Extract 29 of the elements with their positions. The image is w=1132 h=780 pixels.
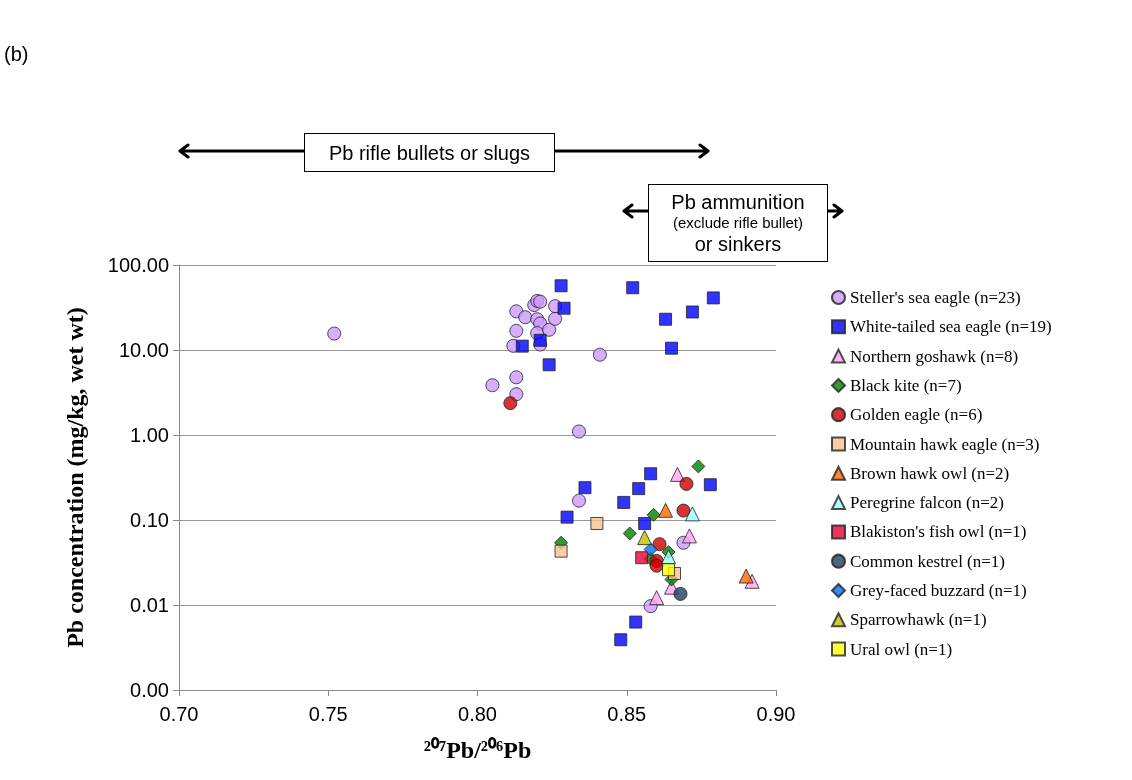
- x-axis-title: ²⁰⁷Pb/²⁰⁶Pb: [423, 737, 532, 763]
- x-tick-label: 0.80: [458, 703, 497, 725]
- legend-label: Golden eagle (n=6): [850, 405, 983, 425]
- y-tick-label: 1.00: [130, 424, 169, 446]
- text: Pb ammunition (exclude rifle bullet) or sinkers: [671, 190, 805, 256]
- y-axis-title: Pb concentration (mg/kg, wet wt): [62, 307, 88, 648]
- text: (b): [4, 42, 29, 66]
- legend-label: Black kite (n=7): [850, 375, 962, 395]
- legend-label: Ural owl (n=1): [850, 639, 953, 659]
- legend-label: Brown hawk owl (n=2): [850, 463, 1010, 483]
- legend-label: Mountain hawk eagle (n=3): [850, 434, 1040, 454]
- y-tick-label: 0.00: [130, 679, 169, 701]
- x-tick-label: 0.90: [756, 703, 796, 725]
- y-tick-label: 0.10: [130, 509, 169, 531]
- x-tick-label: 0.70: [159, 703, 199, 725]
- legend-label: Common kestrel (n=1): [850, 551, 1006, 571]
- legend-label: Blakiston's fish owl (n=1): [850, 522, 1027, 542]
- legend-label: Peregrine falcon (n=2): [850, 493, 1005, 513]
- legend-label: Northern goshawk (n=8): [850, 346, 1019, 366]
- legend-label: Grey-faced buzzard (n=1): [850, 581, 1027, 600]
- legend-label: White-tailed sea eagle (n=19): [850, 317, 1052, 337]
- y-tick-label: 10.00: [118, 339, 169, 361]
- x-tick-label: 0.85: [607, 703, 647, 725]
- legend-label: Steller's sea eagle (n=23): [850, 288, 1021, 307]
- y-tick-label: 100.00: [107, 254, 169, 276]
- y-tick-label: 0.01: [130, 594, 169, 616]
- x-tick-label: 0.75: [308, 703, 348, 725]
- text: Pb rifle bullets or slugs: [328, 140, 531, 165]
- legend-label: Sparrowhawk (n=1): [850, 610, 987, 630]
